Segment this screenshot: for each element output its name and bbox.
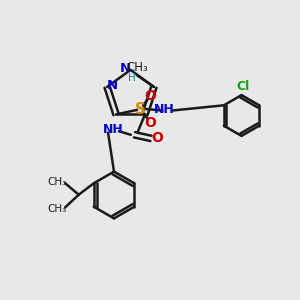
Text: CH₃: CH₃ <box>47 204 67 214</box>
Text: NH: NH <box>103 123 123 136</box>
Text: CH₃: CH₃ <box>126 61 148 74</box>
Text: CH₃: CH₃ <box>47 177 67 187</box>
Text: Cl: Cl <box>236 80 250 93</box>
Text: O: O <box>152 131 164 146</box>
Text: S: S <box>135 101 146 116</box>
Text: O: O <box>144 88 156 103</box>
Text: NH: NH <box>154 103 175 116</box>
Text: N: N <box>107 79 118 92</box>
Text: N: N <box>119 62 131 75</box>
Text: H: H <box>128 73 136 83</box>
Text: O: O <box>144 116 156 130</box>
